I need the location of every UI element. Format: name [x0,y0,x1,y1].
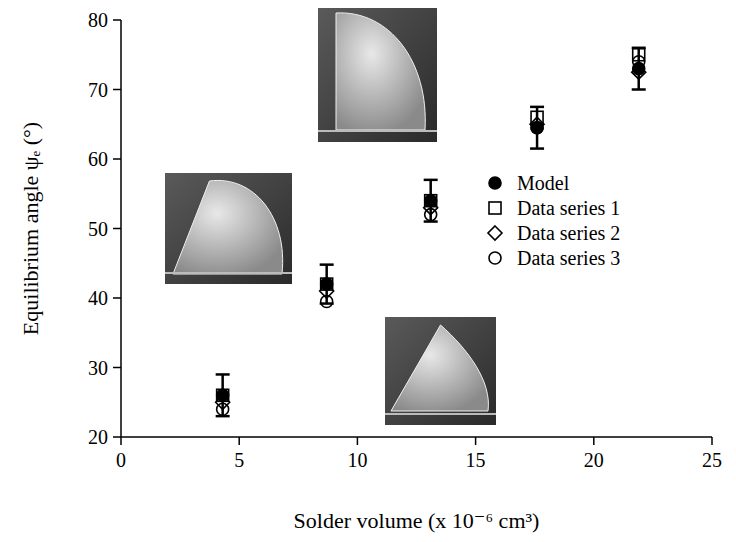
legend-marker [489,177,501,189]
y-axis-title: Equilibrium angle ψₑ (°) [18,122,43,335]
inset-drop [173,180,283,274]
x-tick [711,437,713,445]
y-tick-label: 60 [88,148,108,170]
y-tick [113,436,121,438]
legend-marker [489,252,501,264]
legend-label: Data series 2 [517,222,620,244]
y-tick [113,158,121,160]
legend-label: Data series 1 [517,197,620,219]
inset-image [165,173,292,284]
legend: Model Data series 1 Data series 2 Data seri… [488,172,620,269]
axes: 0 5 10 15 20 25 20 30 40 50 60 70 80 [88,9,722,471]
y-tick-label: 70 [88,79,108,101]
y-tick [113,19,121,21]
data-point [531,122,543,134]
inset-drop [336,13,425,130]
inset-substrate [385,413,496,415]
y-tick-label: 50 [88,218,108,240]
data-point [633,49,645,61]
y-tick [113,89,121,91]
inset-image [318,8,437,142]
plot-area [216,48,646,416]
inset-substrate [165,272,292,274]
error-bar [530,107,544,149]
data-point [321,278,333,290]
error-bar [216,374,230,416]
data-point [217,389,229,401]
inset-background [385,317,496,425]
legend-label: Data series 3 [517,247,620,269]
legend-label: Model [517,172,570,194]
inset-substrate [318,130,437,132]
data-point [531,122,543,134]
error-bar [632,48,646,90]
x-axis-line [121,436,712,438]
x-tick-label: 15 [466,449,486,471]
x-tick-label: 25 [702,449,722,471]
x-tick [120,437,122,445]
y-tick [113,228,121,230]
y-tick-label: 80 [88,9,108,31]
x-tick [475,437,477,445]
data-point [321,278,333,290]
x-tick-label: 20 [584,449,604,471]
data-point [425,195,437,207]
x-axis-title: Solder volume (x 10⁻⁶ cm³) [294,508,540,533]
x-tick-label: 0 [116,449,126,471]
legend-marker [489,202,501,214]
inset-drop [391,325,488,411]
x-tick [593,437,595,445]
x-tick [357,437,359,445]
y-tick [113,297,121,299]
data-point [633,63,645,75]
inset-background [318,8,437,142]
y-tick-label: 30 [88,357,108,379]
y-tick [113,367,121,369]
inset-background [165,173,292,284]
x-tick [238,437,240,445]
x-tick-label: 10 [347,449,367,471]
x-tick-label: 5 [234,449,244,471]
legend-marker [488,226,502,240]
error-bar [424,180,438,222]
data-point [425,195,437,207]
data-point [217,389,229,401]
inset-image [385,317,496,425]
chart: 0 5 10 15 20 25 20 30 40 50 60 70 80 Solder volume (x… [0,0,736,542]
y-tick-label: 40 [88,287,108,309]
y-tick-label: 20 [88,426,108,448]
